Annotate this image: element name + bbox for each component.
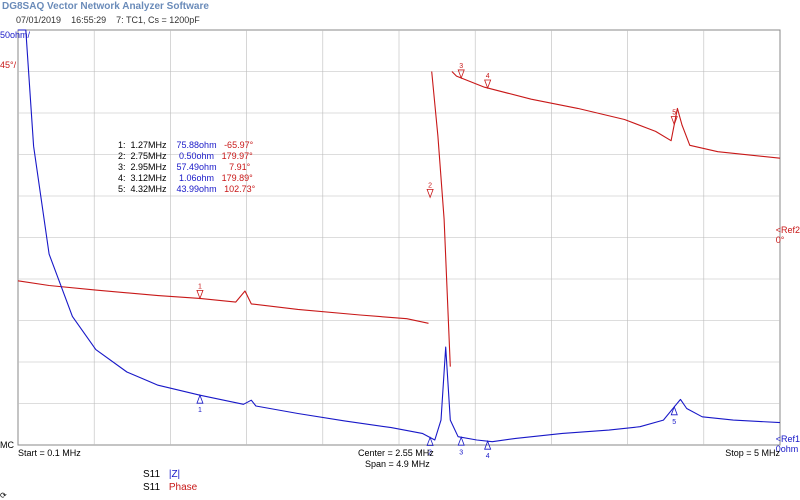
svg-text:5: 5 — [672, 419, 676, 426]
legend-s11-z: S11 — [143, 469, 160, 480]
svg-text:3: 3 — [459, 63, 463, 70]
svg-text:4: 4 — [486, 73, 490, 80]
marker-row: 2: 2.75MHz 0.50ohm 179.97° — [118, 151, 255, 162]
y1-scale-label: 50ohm/ — [0, 30, 30, 40]
center-label: Center = 2.55 MHz — [358, 448, 434, 458]
legend-z: |Z| — [169, 469, 180, 480]
svg-text:1: 1 — [198, 283, 202, 290]
svg-text:2: 2 — [428, 182, 432, 189]
marker-row: 4: 3.12MHz 1.06ohm 179.89° — [118, 173, 255, 184]
legend-phase: Phase — [169, 482, 197, 493]
continuous-icon: ⟳ — [0, 491, 7, 500]
marker-row: 1: 1.27MHz 75.88ohm -65.97° — [118, 140, 255, 151]
svg-text:5: 5 — [672, 110, 676, 117]
span-label: Span = 4.9 MHz — [365, 459, 430, 469]
trace-legend: S11 |Z| S11 Phase — [143, 469, 197, 495]
legend-s11-phase: S11 — [143, 482, 160, 493]
start-label: Start = 0.1 MHz — [18, 448, 81, 458]
ref2-label: <Ref2 0° — [776, 225, 800, 245]
marker-table: 1: 1.27MHz 75.88ohm -65.97°2: 2.75MHz 0.… — [118, 140, 255, 195]
svg-text:4: 4 — [486, 453, 490, 460]
svg-text:1: 1 — [198, 407, 202, 414]
plot-area: 1122334455 — [0, 0, 800, 500]
svg-text:3: 3 — [459, 449, 463, 456]
marker-row: 5: 4.32MHz 43.99ohm 102.73° — [118, 184, 255, 195]
y2-scale-label: 45°/ — [0, 60, 16, 70]
marker-row: 3: 2.95MHz 57.49ohm 7.91° — [118, 162, 255, 173]
stop-label: Stop = 5 MHz — [725, 448, 780, 458]
mc-label: MC — [0, 440, 14, 450]
